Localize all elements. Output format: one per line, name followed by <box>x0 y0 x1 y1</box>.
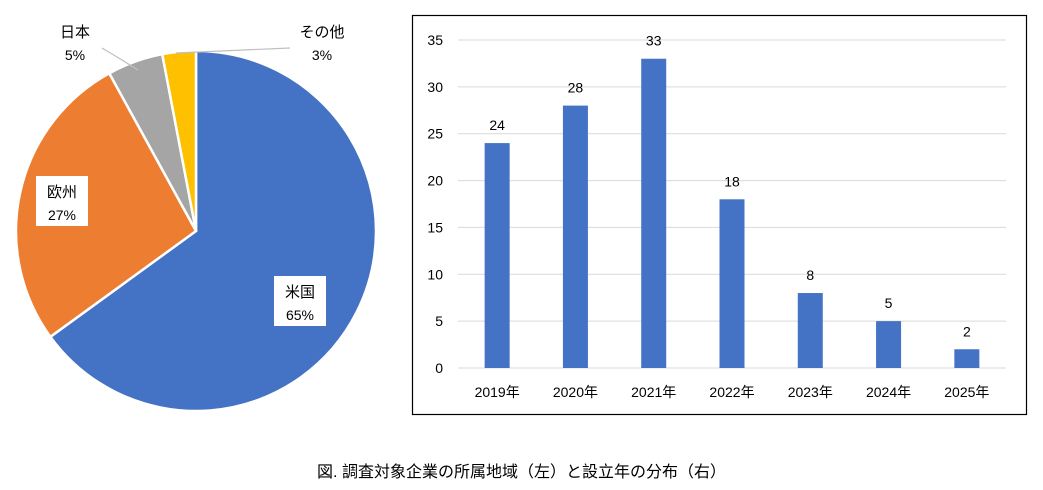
data-label: 33 <box>646 33 662 49</box>
y-tick-label: 0 <box>435 360 443 376</box>
pie-label: 米国 <box>285 284 315 301</box>
leader-line <box>101 47 139 71</box>
pie-percent: 5% <box>65 47 85 63</box>
x-tick-label: 2019年 <box>475 384 520 400</box>
y-tick-label: 35 <box>427 32 443 48</box>
data-label: 28 <box>568 80 584 96</box>
x-tick-label: 2020年 <box>553 384 598 400</box>
y-tick-label: 5 <box>435 313 443 329</box>
bar-5 <box>876 321 902 368</box>
data-label: 8 <box>806 267 814 283</box>
bar-4 <box>797 293 823 368</box>
data-label: 5 <box>885 295 893 311</box>
x-tick-label: 2023年 <box>788 384 833 400</box>
pie-label: その他 <box>299 24 344 41</box>
leader-line <box>175 47 291 54</box>
pie-chart: 米国 65% 欧州 27% 日本 5% その他 3% <box>14 24 378 413</box>
x-tick-label: 2025年 <box>944 384 989 400</box>
pie-percent: 3% <box>312 47 332 63</box>
figure-caption: 図. 調査対象企業の所属地域（左）と設立年の分布（右） <box>317 464 726 481</box>
bar-chart: 05101520253035242019年282020年332021年18202… <box>411 14 1028 416</box>
x-tick-label: 2022年 <box>709 384 754 400</box>
y-tick-label: 10 <box>427 266 443 282</box>
pie-label: 日本 <box>60 24 90 41</box>
pie-percent: 65% <box>286 307 314 323</box>
pie-percent: 27% <box>48 207 76 223</box>
y-tick-label: 20 <box>427 173 443 189</box>
pie-label: 欧州 <box>47 184 77 201</box>
bar-6 <box>954 349 980 368</box>
data-label: 2 <box>963 323 971 339</box>
data-label-box <box>274 276 326 326</box>
x-tick-label: 2021年 <box>631 384 676 400</box>
data-label: 18 <box>724 173 740 189</box>
y-tick-label: 15 <box>427 219 443 235</box>
y-tick-label: 30 <box>427 79 443 95</box>
bar-3 <box>719 199 745 368</box>
bar-1 <box>562 105 588 368</box>
pie-slice-1 <box>14 71 198 339</box>
x-tick-label: 2024年 <box>866 384 911 400</box>
y-tick-label: 25 <box>427 126 443 142</box>
bar-2 <box>641 58 667 368</box>
data-label-box <box>36 176 88 226</box>
bar-0 <box>484 143 510 368</box>
data-label: 24 <box>489 117 505 133</box>
pie-slice-3 <box>160 49 198 232</box>
